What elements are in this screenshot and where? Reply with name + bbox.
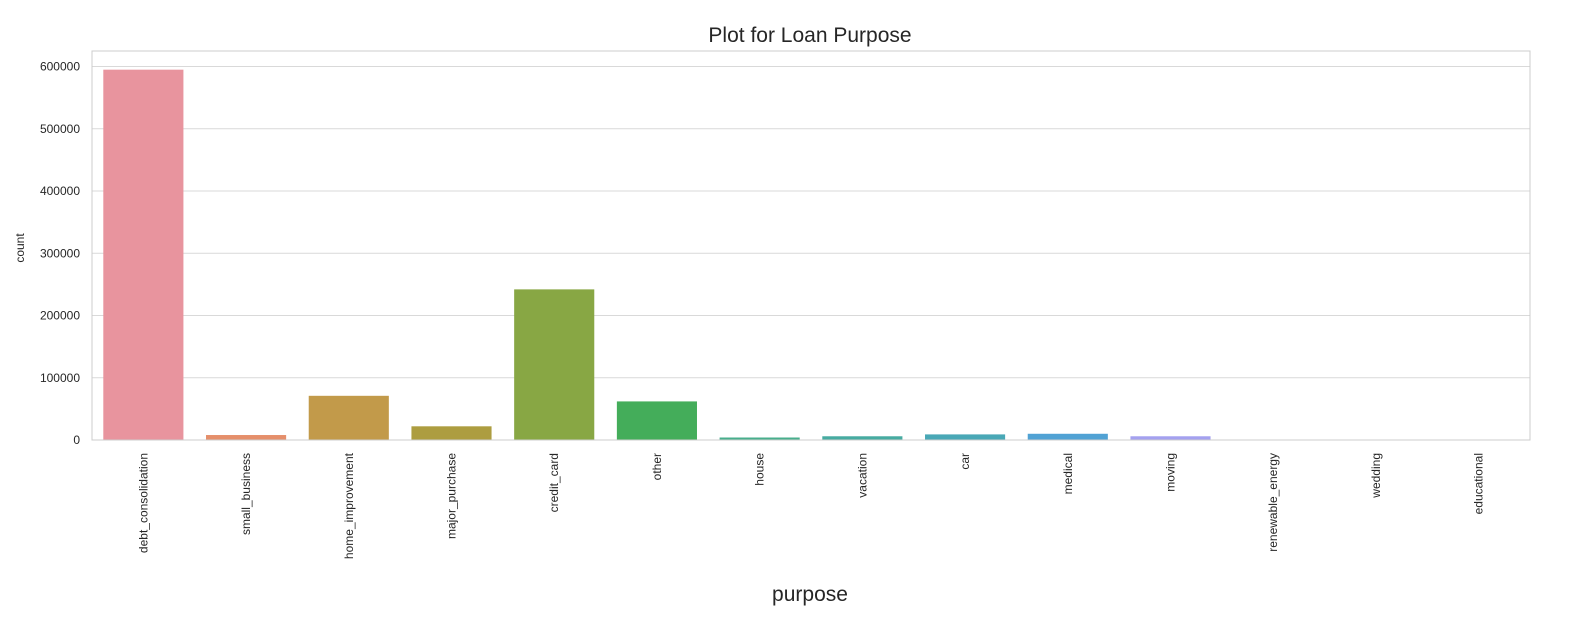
- plot-frame: [91, 50, 1531, 441]
- x-tick-label: debt_consolidation: [136, 453, 150, 553]
- bar-major-purchase: [411, 426, 492, 440]
- x-tick-label: home_improvement: [342, 452, 356, 559]
- y-tick-label: 0: [73, 433, 80, 447]
- x-tick-label: major_purchase: [445, 453, 459, 539]
- x-tick-label: educational: [1472, 453, 1486, 514]
- x-tick-label: wedding: [1369, 453, 1383, 499]
- x-axis-label: purpose: [772, 583, 848, 606]
- bar-small-business: [206, 435, 287, 440]
- x-tick-label: renewable_energy: [1266, 453, 1280, 552]
- chart-title: Plot for Loan Purpose: [708, 24, 911, 47]
- grid-lines: [92, 66, 1530, 441]
- bar-debt-consolidation: [103, 69, 184, 440]
- x-tick-label: other: [650, 453, 664, 480]
- bar-home-improvement: [308, 395, 389, 440]
- x-tick-label: small_business: [239, 453, 253, 535]
- y-tick-label: 500000: [40, 122, 80, 136]
- x-tick-label: house: [753, 453, 767, 486]
- y-axis-ticks: 0 100000 200000 300000 400000 500000 600000: [40, 60, 80, 447]
- bar-medical: [1027, 433, 1108, 440]
- y-tick-label: 300000: [40, 246, 80, 260]
- x-tick-label: car: [958, 453, 972, 470]
- bar-vacation: [822, 436, 903, 440]
- bars: [103, 69, 1519, 440]
- bar-other: [616, 401, 697, 440]
- y-tick-label: 200000: [40, 309, 80, 323]
- x-tick-label: credit_card: [547, 453, 561, 512]
- y-tick-label: 100000: [40, 371, 80, 385]
- y-tick-label: 600000: [40, 60, 80, 74]
- x-tick-label: vacation: [855, 453, 869, 498]
- y-axis-label: count: [13, 233, 27, 263]
- x-tick-label: medical: [1061, 453, 1075, 494]
- x-axis-ticks: debt_consolidation small_business home_imp…: [136, 452, 1485, 559]
- bar-house: [719, 437, 800, 440]
- y-tick-label: 400000: [40, 184, 80, 198]
- bar-car: [925, 434, 1006, 440]
- bar-moving: [1130, 436, 1211, 440]
- x-tick-label: moving: [1164, 453, 1178, 492]
- bar-credit-card: [514, 289, 595, 440]
